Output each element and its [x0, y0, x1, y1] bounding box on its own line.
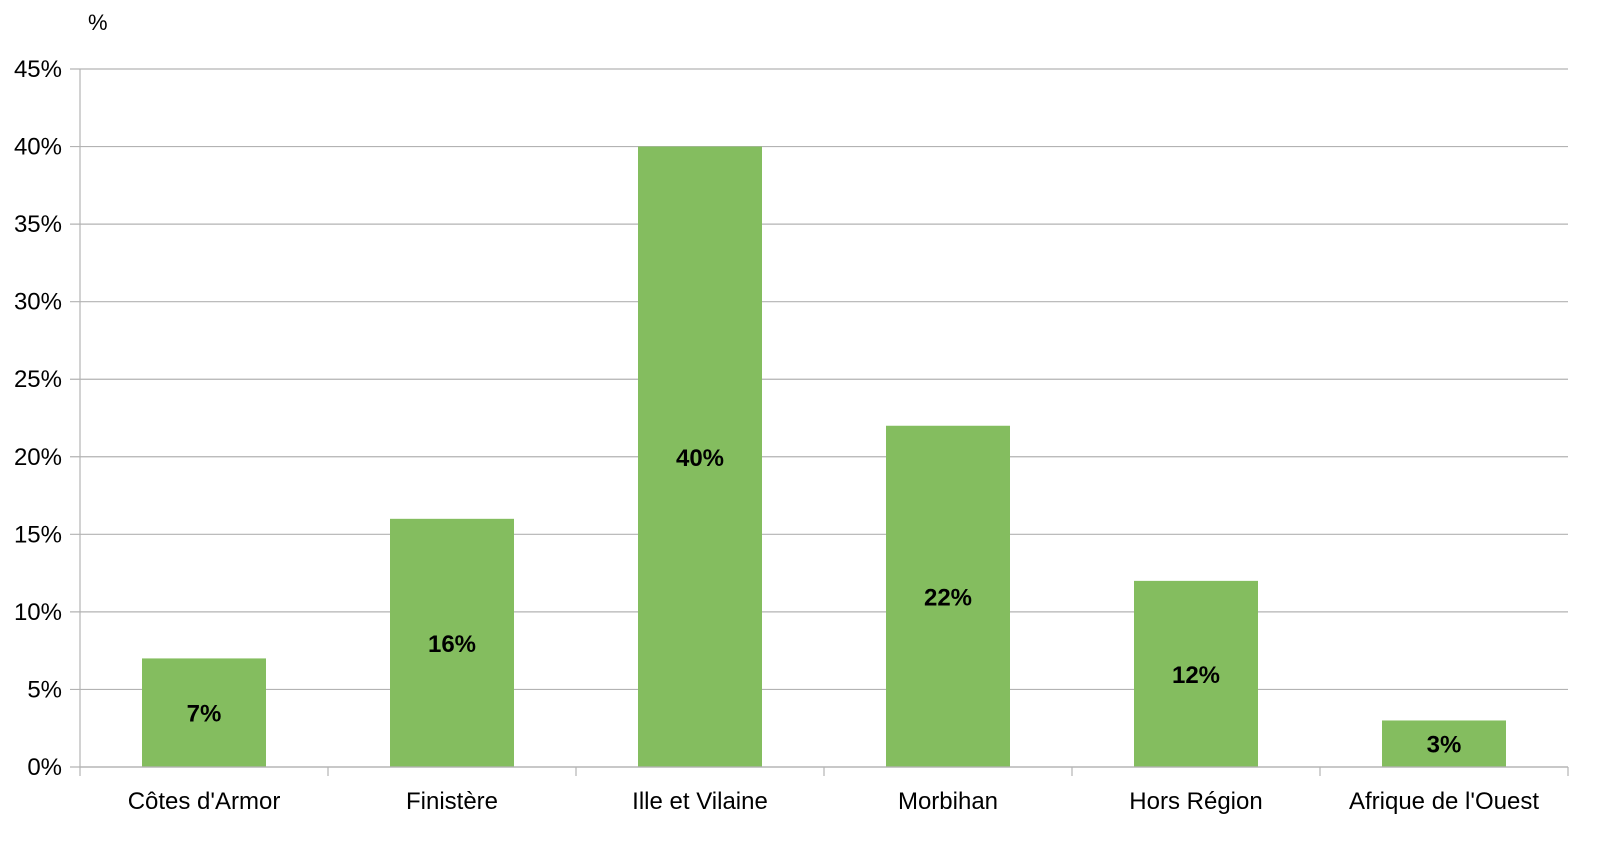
- x-category-label: Afrique de l'Ouest: [1349, 788, 1539, 815]
- bar: [390, 518, 514, 767]
- gridlines: [70, 68, 1568, 768]
- bar: [638, 146, 762, 768]
- y-tick-label: 30%: [14, 289, 62, 316]
- y-axis-unit-label: %: [88, 10, 108, 35]
- y-tick-label: 15%: [14, 521, 62, 548]
- data-label: 22%: [924, 584, 972, 611]
- x-category-label: Morbihan: [898, 788, 998, 815]
- bars: [142, 146, 1506, 768]
- data-label: 3%: [1427, 732, 1462, 759]
- x-category-label: Finistère: [406, 788, 498, 815]
- y-tick-label: 10%: [14, 599, 62, 626]
- y-tick-label: 20%: [14, 444, 62, 471]
- x-axis-category-labels: Côtes d'Armor Finistère Ille et Vilaine Mor…: [128, 788, 1540, 815]
- bar: [1382, 720, 1506, 767]
- y-tick-label: 25%: [14, 366, 62, 393]
- data-label: 12%: [1172, 662, 1220, 689]
- data-label: 7%: [187, 701, 222, 728]
- y-tick-label: 35%: [14, 211, 62, 238]
- data-labels: 7% 16% 40% 22% 12% 3%: [187, 445, 1462, 759]
- x-category-label: Côtes d'Armor: [128, 788, 281, 815]
- y-tick-label: 45%: [14, 56, 62, 83]
- bar: [142, 658, 266, 767]
- y-tick-label: 5%: [27, 676, 62, 703]
- y-tick-label: 40%: [14, 134, 62, 161]
- bar: [886, 425, 1010, 767]
- data-label: 40%: [676, 445, 724, 472]
- x-category-label: Hors Région: [1129, 788, 1262, 815]
- y-tick-label: 0%: [27, 754, 62, 781]
- bar: [1134, 580, 1258, 767]
- x-axis: [79, 69, 1569, 776]
- data-label: 16%: [428, 631, 476, 658]
- x-category-label: Ille et Vilaine: [632, 788, 768, 815]
- y-axis-tick-labels: 0% 5% 10% 15% 20% 25% 30% 35% 40% 45%: [14, 56, 62, 781]
